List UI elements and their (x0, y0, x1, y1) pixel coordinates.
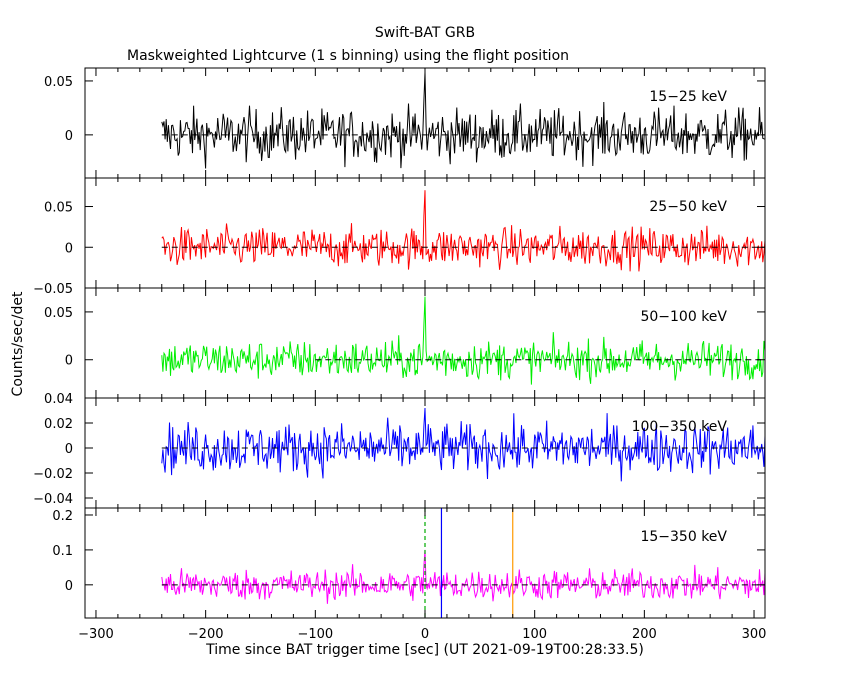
series-line-4 (161, 407, 765, 482)
y-tick-label: 0.2 (52, 509, 73, 524)
x-tick-label: −300 (78, 627, 114, 642)
band-label-3: 50−100 keV (640, 309, 727, 325)
x-axis-label: Time since BAT trigger time [sec] (UT 20… (205, 642, 644, 658)
chart-subtitle: Maskweighted Lightcurve (1 s binning) us… (127, 48, 569, 64)
x-tick-label: 300 (742, 627, 767, 642)
series-line-1 (161, 72, 765, 169)
series-line-2 (161, 190, 765, 272)
y-tick-label: 0.05 (44, 201, 73, 216)
x-tick-label: 0 (421, 627, 429, 642)
series-line-5 (161, 549, 765, 604)
band-label-2: 25−50 keV (649, 199, 727, 215)
y-tick-label: 0 (65, 579, 73, 594)
y-tick-label: 0.02 (44, 417, 73, 432)
x-tick-label: 100 (522, 627, 547, 642)
chart-title: Swift-BAT GRB (375, 25, 475, 41)
y-tick-label: −0.04 (33, 492, 73, 507)
y-tick-label: 0 (65, 241, 73, 256)
y-tick-label: 0 (65, 129, 73, 144)
y-tick-label: −0.05 (33, 282, 73, 297)
series-line-3 (161, 296, 765, 385)
band-label-1: 15−25 keV (649, 89, 727, 105)
band-label-4: 100−350 keV (632, 419, 728, 435)
y-tick-label: 0.05 (44, 75, 73, 90)
x-tick-label: −100 (297, 627, 333, 642)
y-tick-label: 0.1 (52, 544, 73, 559)
y-tick-label: 0 (65, 442, 73, 457)
y-axis-label: Counts/sec/det (10, 291, 26, 396)
y-tick-label: −0.02 (33, 467, 73, 482)
y-tick-label: 0.04 (44, 392, 73, 407)
x-tick-label: −200 (188, 627, 224, 642)
band-label-5: 15−350 keV (640, 529, 727, 545)
y-tick-label: 0 (65, 354, 73, 369)
panels-group: 0 0.05 15−25 keV −0.05 0 0.05 25−50 keV 0 0.05 50… (33, 67, 767, 642)
x-tick-label: 200 (632, 627, 657, 642)
y-tick-label: 0.05 (44, 306, 73, 321)
